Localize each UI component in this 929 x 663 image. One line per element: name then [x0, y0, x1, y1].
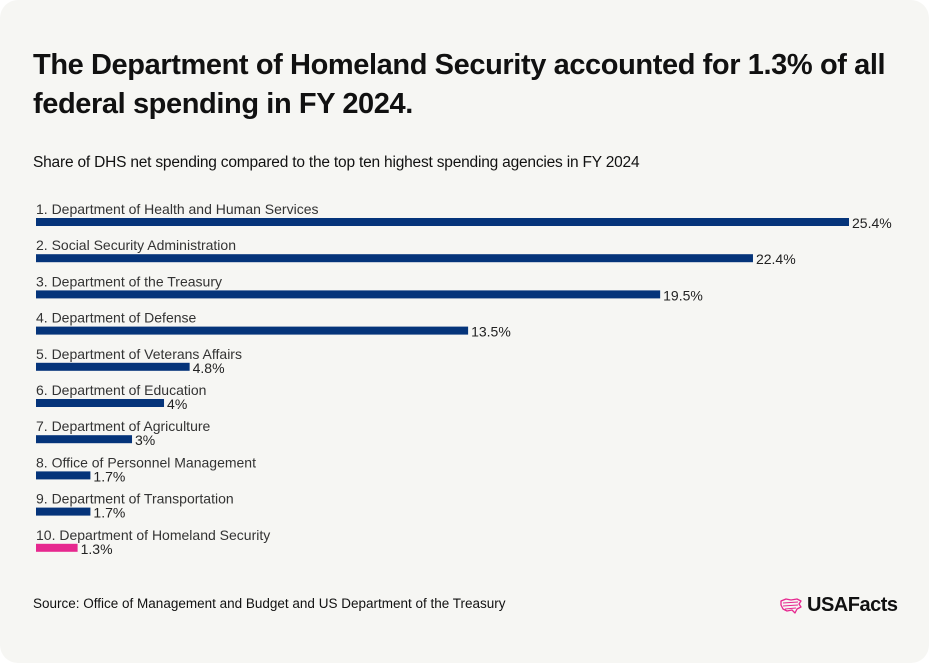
bar	[36, 362, 190, 371]
bar-highlighted	[36, 543, 78, 552]
value-label: 19.5%	[663, 287, 703, 303]
category-label: 2. Social Security Administration	[36, 237, 236, 253]
source-note: Source: Office of Management and Budget …	[33, 596, 506, 611]
value-label: 3%	[135, 432, 155, 448]
bar	[36, 399, 165, 407]
value-label: 1.7%	[93, 468, 125, 484]
bar-chart: 1. Department of Health and Human Servic…	[36, 201, 892, 557]
usafacts-logo: USAFacts	[779, 594, 898, 617]
bar-row: 1. Department of Health and Human Servic…	[36, 201, 892, 231]
category-label: 3. Department of the Treasury	[36, 273, 222, 289]
value-label: 13.5%	[471, 324, 511, 340]
value-label: 22.4%	[756, 251, 796, 267]
chart-subtitle: Share of DHS net spending compared to th…	[33, 154, 640, 171]
bar-row: 2. Social Security Administration 22.4%	[36, 237, 796, 267]
bar	[36, 290, 661, 299]
bar-row: 4. Department of Defense 13.5%	[36, 310, 511, 340]
bar-row: 3. Department of the Treasury 19.5%	[36, 273, 703, 303]
value-label: 1.7%	[93, 505, 125, 521]
usa-map-flag-icon	[780, 597, 802, 614]
bar	[36, 507, 91, 516]
value-label: 4%	[167, 396, 187, 412]
category-label: 8. Office of Personnel Management	[36, 454, 256, 470]
category-label: 7. Department of Agriculture	[36, 418, 211, 434]
bar	[36, 326, 469, 335]
category-label: 1. Department of Health and Human Servic…	[36, 201, 318, 217]
category-label: 10. Department of Homeland Security	[36, 527, 270, 543]
bar	[36, 471, 91, 480]
chart-title: The Department of Homeland Security acco…	[33, 49, 886, 120]
category-label: 4. Department of Defense	[36, 310, 197, 326]
category-label: 5. Department of Veterans Affairs	[36, 346, 242, 362]
bar	[36, 254, 753, 263]
bar	[36, 435, 133, 444]
value-label: 4.8%	[193, 360, 225, 376]
value-label: 1.3%	[81, 541, 113, 557]
category-label: 6. Department of Education	[36, 382, 206, 398]
logo-text: USAFacts	[807, 594, 898, 616]
bar	[36, 218, 849, 226]
value-label: 25.4%	[852, 215, 892, 231]
category-label: 9. Department of Transportation	[36, 491, 234, 507]
